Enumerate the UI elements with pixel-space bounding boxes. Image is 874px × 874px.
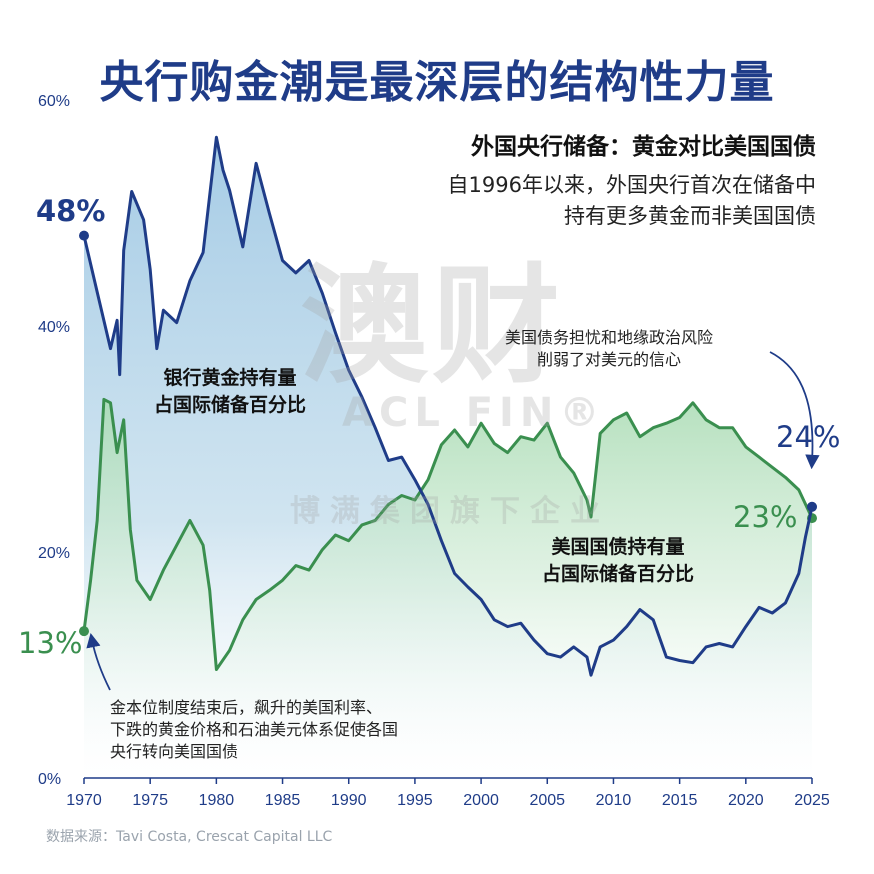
history-note: 金本位制度结束后，飙升的美国利率、 下跌的黄金价格和石油美元体系促使各国 央行转… <box>110 697 398 763</box>
gold-start-label: 48% <box>36 194 106 228</box>
chart-subtitle: 外国央行储备：黄金对比美国国债 <box>471 134 816 160</box>
y-tick-label: 40% <box>38 319 70 336</box>
treasury-end-label: 23% <box>733 500 798 534</box>
label-line: 美国国债持有量 <box>551 536 685 558</box>
gold-area-label: 银行黄金持有量 占国际储备百分比 <box>135 365 325 419</box>
x-tick-label: 2000 <box>463 792 499 809</box>
risk-arrow <box>769 351 820 470</box>
note-line: 美国债务担忧和地缘政治风险 <box>505 328 714 347</box>
series-area-1 <box>84 399 812 778</box>
x-tick-label: 1990 <box>331 792 367 809</box>
description-line: 持有更多黄金而非美国国债 <box>564 204 816 228</box>
y-tick-label: 20% <box>38 545 70 562</box>
treasury-area-label: 美国国债持有量 占国际储备百分比 <box>523 534 713 588</box>
source-note: 数据来源：Tavi Costa, Crescat Capital LLC <box>46 829 333 845</box>
note-line: 金本位制度结束后，飙升的美国利率、 <box>110 698 383 717</box>
x-tick-label: 1975 <box>132 792 168 809</box>
x-tick-label: 2010 <box>596 792 632 809</box>
note-line: 削弱了对美元的信心 <box>537 350 682 369</box>
page-title: 央行购金潮是最深层的结构性力量 <box>99 57 775 108</box>
label-line: 银行黄金持有量 <box>163 367 297 389</box>
gold-end-label: 24% <box>776 420 841 454</box>
x-tick-label: 1970 <box>66 792 102 809</box>
x-tick-label: 2005 <box>529 792 565 809</box>
y-tick-label: 60% <box>38 93 70 110</box>
label-line: 占国际储备百分比 <box>153 394 306 416</box>
x-tick-label: 1980 <box>199 792 235 809</box>
y-tick-label: 0% <box>38 771 61 788</box>
label-line: 占国际储备百分比 <box>541 563 694 585</box>
x-tick-label: 2015 <box>662 792 698 809</box>
x-tick-label: 2025 <box>794 792 830 809</box>
watermark-tagline: 博满集团旗下企业 <box>290 494 610 529</box>
note-line: 央行转向美国国债 <box>110 742 239 761</box>
watermark-main: 澳财 <box>300 252 565 401</box>
x-tick-label: 2020 <box>728 792 764 809</box>
history-arrow <box>86 632 111 691</box>
x-tick-label: 1995 <box>397 792 433 809</box>
chart-description: 自1996年以来，外国央行首次在储备中 持有更多黄金而非美国国债 <box>376 170 816 232</box>
x-tick-label: 1985 <box>265 792 301 809</box>
risk-note: 美国债务担忧和地缘政治风险 削弱了对美元的信心 <box>505 327 713 371</box>
description-line: 自1996年以来，外国央行首次在储备中 <box>447 173 816 197</box>
watermark-brand: ACL FIN® <box>342 390 606 436</box>
note-line: 下跌的黄金价格和石油美元体系促使各国 <box>110 720 399 739</box>
treasury-start-label: 13% <box>18 626 83 660</box>
